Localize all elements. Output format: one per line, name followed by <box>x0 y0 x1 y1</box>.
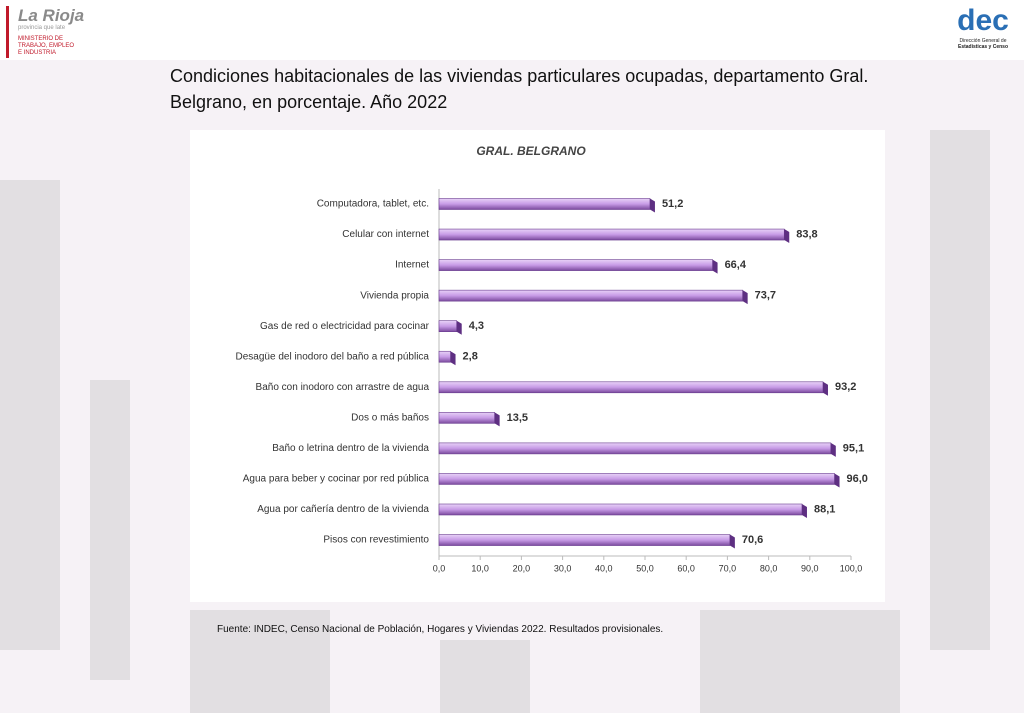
bar-end <box>712 259 718 274</box>
dec-caption: Dirección General de <box>959 38 1007 44</box>
ministry-line: TRABAJO, EMPLEO <box>18 43 75 49</box>
x-tick-label: 80,0 <box>760 563 778 573</box>
bar <box>438 503 803 516</box>
bar-end <box>494 412 500 427</box>
header-bar <box>0 0 1024 60</box>
bar <box>438 350 451 363</box>
y-tick-label: Pisos con revestimiento <box>323 535 429 546</box>
logo-bar <box>6 6 9 58</box>
value-label: 95,1 <box>843 442 864 454</box>
x-tick-label: 10,0 <box>471 563 489 573</box>
x-tick-label: 0,0 <box>433 563 446 573</box>
decoration <box>440 640 530 713</box>
y-tick-label: Internet <box>395 260 429 271</box>
value-label: 2,8 <box>463 351 478 363</box>
value-label: 66,4 <box>725 259 747 271</box>
x-tick-label: 90,0 <box>801 563 819 573</box>
value-label: 70,6 <box>742 534 763 546</box>
x-tick-label: 60,0 <box>677 563 695 573</box>
bar-end <box>742 290 748 305</box>
source-note: Fuente: INDEC, Censo Nacional de Poblaci… <box>217 624 664 635</box>
bar-end <box>822 381 828 396</box>
ministry: MINISTERIO DE TRABAJO, EMPLEO E INDUSTRI… <box>18 36 74 57</box>
bar <box>438 473 835 485</box>
bar-end <box>456 320 462 335</box>
y-tick-label: Agua por cañería dentro de la vivienda <box>257 504 429 515</box>
dec-caption: Estadísticas y Censo <box>957 44 1009 50</box>
bar <box>438 534 731 546</box>
y-tick-label: Baño o letrina dentro de la vivienda <box>272 443 429 454</box>
x-tick-label: 50,0 <box>636 563 654 573</box>
value-label: 13,5 <box>507 412 528 424</box>
decoration <box>90 380 130 680</box>
bar <box>438 259 713 271</box>
bar <box>438 198 651 210</box>
bar <box>438 289 743 302</box>
y-tick-label: Computadora, tablet, etc. <box>317 199 429 210</box>
y-tick-label: Baño con inodoro con arrastre de agua <box>256 382 430 393</box>
chart-subtitle: GRAL. BELGRANO <box>476 144 586 158</box>
logo: La Rioja <box>18 6 85 25</box>
bar-end <box>649 198 655 213</box>
value-label: 4,3 <box>469 320 484 332</box>
value-label: 51,2 <box>662 198 683 210</box>
x-tick-label: 70,0 <box>719 563 737 573</box>
dec-logo: dec Dirección General de Estadísticas y … <box>946 4 1020 58</box>
chart-title: Condiciones habitacionales de las vivien… <box>170 66 869 112</box>
y-tick-label: Agua para beber y cocinar por red públic… <box>243 474 430 485</box>
bar <box>438 412 495 424</box>
ministry-line: MINISTERIO DE <box>18 36 64 42</box>
bar <box>438 442 832 455</box>
y-tick-label: Dos o más baños <box>351 412 429 423</box>
bar-end <box>729 534 735 549</box>
logo-tagline: provincia que late <box>18 25 66 31</box>
value-label: 96,0 <box>847 473 868 485</box>
ministry-line: E INDUSTRIA <box>18 50 57 56</box>
y-tick-label: Desagüe del inodoro del baño a red públi… <box>236 351 430 362</box>
bar <box>438 320 458 333</box>
x-tick-label: 20,0 <box>513 563 531 573</box>
bar-end <box>834 473 840 488</box>
x-tick-label: 40,0 <box>595 563 613 573</box>
y-tick-label: Celular con internet <box>342 229 429 240</box>
decoration <box>930 130 990 650</box>
bar-end <box>450 351 456 366</box>
decoration <box>0 180 60 650</box>
value-label: 73,7 <box>755 290 776 302</box>
bar <box>438 381 824 394</box>
value-label: 93,2 <box>835 381 856 393</box>
y-tick-label: Gas de red o electricidad para cocinar <box>260 321 430 332</box>
x-tick-label: 30,0 <box>554 563 572 573</box>
value-label: 83,8 <box>796 228 817 240</box>
bar-end <box>830 442 836 457</box>
x-tick-label: 100,0 <box>840 563 863 573</box>
bar-end <box>784 229 790 244</box>
dec-logo-text: dec <box>957 4 1009 37</box>
value-label: 88,1 <box>814 503 835 515</box>
bar <box>438 228 785 241</box>
decoration <box>190 610 330 713</box>
y-tick-label: Vivienda propia <box>360 290 429 301</box>
decoration <box>700 610 900 713</box>
bar-end <box>801 504 807 518</box>
